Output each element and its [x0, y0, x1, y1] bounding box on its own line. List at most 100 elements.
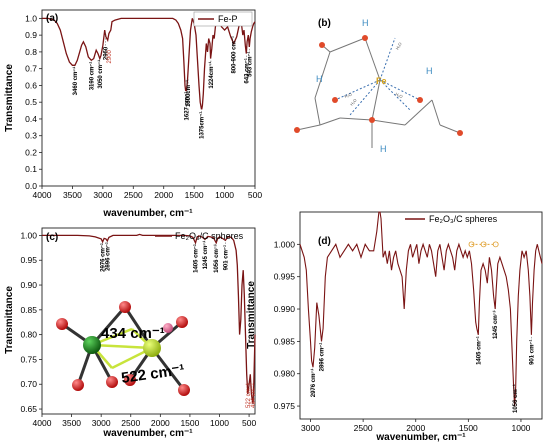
y-tick-label: 1.0 [25, 13, 37, 23]
y-tick-label: 0.980 [274, 369, 296, 379]
chart-d-series-fe2o3-c [299, 211, 543, 407]
x-tick-label: 2500 [121, 418, 140, 428]
oxygen-atom [294, 127, 300, 133]
water-ligand-label: H₂O [344, 92, 353, 99]
crystal-structure-inset: 434 cm⁻¹ 522 cm⁻¹ [56, 301, 190, 396]
oxygen-atom [332, 97, 338, 103]
y-tick-label: 0.975 [274, 401, 296, 411]
chart-c-frame [41, 227, 256, 415]
y-tick-label: 1.00 [20, 230, 37, 240]
y-tick-label: 0.995 [274, 272, 296, 282]
peak-label: 1224cm⁻¹ [208, 61, 215, 88]
chart-c-ylabel: Transmittance [4, 286, 15, 354]
chart-d-ylabel: Transmittance [246, 281, 257, 349]
chart-c-axes: 4000 3500 3000 2500 2000 1500 1000 500 0.65 0.70 0… [20, 230, 256, 428]
chart-d: 3000 2500 2000 1500 1000 0.975 0.980 0.985 0.990… [246, 211, 543, 443]
chart-a-legend: Fe-P [193, 11, 253, 27]
peak-label: 1056 cm⁻¹ [213, 244, 220, 273]
oxygen-atom [369, 117, 375, 123]
peak-label: 901 cm⁻¹ [528, 339, 535, 365]
y-tick-label: 0.75 [20, 354, 37, 364]
x-tick-label: 500 [242, 418, 256, 428]
y-tick-label: 0.0 [25, 181, 37, 191]
peak-label: 2900 [107, 49, 113, 63]
peak-label: 2896 cm⁻¹ [104, 242, 111, 271]
oxygen-atom [319, 42, 325, 48]
window-marker [468, 241, 475, 248]
x-tick-label: 3000 [93, 190, 112, 200]
hydrogen-label: H [316, 74, 323, 84]
oxygen-atom [119, 301, 131, 313]
x-tick-label: 3000 [301, 423, 320, 433]
iron-atom [143, 339, 161, 357]
molecule-diagram: (b) Fe H H [294, 18, 463, 154]
peak-label: 1405 cm⁻¹ [475, 336, 482, 365]
chart-d-legend-label: Fe₂O₃/C spheres [429, 214, 498, 224]
y-tick-label: 0.70 [20, 379, 37, 389]
oxygen-atom [176, 316, 188, 328]
y-tick-label: 0.2 [25, 147, 37, 157]
oxygen-atom [417, 97, 423, 103]
peak-label: 2896 cm⁻¹ [318, 343, 325, 372]
x-tick-label: 1000 [210, 418, 229, 428]
chart-c-xlabel: wavenumber, cm⁻¹ [102, 428, 193, 439]
x-tick-label: 2000 [406, 423, 425, 433]
y-tick-label: 0.3 [25, 131, 37, 141]
y-tick-label: 0.1 [25, 164, 37, 174]
inset-label-522: 522 cm⁻¹ [120, 361, 186, 387]
peak-label: 3190 cm⁻¹ [88, 61, 95, 90]
chart-d-frame [299, 211, 543, 420]
y-tick-label: 1.000 [274, 239, 296, 249]
peak-label: 1056 cm⁻¹ [512, 384, 519, 413]
chart-a-frame [41, 9, 256, 187]
oxygen-atom [178, 384, 190, 396]
x-tick-label: 2000 [154, 190, 173, 200]
peak-label: 2976 cm⁻¹ [100, 243, 107, 272]
window-marker [480, 241, 487, 248]
y-tick-label: 0.8 [25, 47, 37, 57]
peak-label: 1600cm⁻¹ [185, 80, 192, 107]
peak-label: 643 cm⁻¹ [243, 58, 250, 84]
y-tick-label: 0.7 [25, 64, 37, 74]
y-tick-label: 0.990 [274, 304, 296, 314]
diagram-center-atom: Fe [376, 76, 387, 86]
peak-label: 434 cm⁻¹ [251, 383, 257, 408]
y-tick-label: 0.90 [20, 280, 37, 290]
diagram-panel-label: (b) [318, 18, 331, 29]
x-tick-label: 1500 [459, 423, 478, 433]
oxygen-atom [124, 374, 136, 386]
y-tick-label: 0.6 [25, 80, 37, 90]
oxygen-atom [72, 379, 84, 391]
peak-label: 1245 cm⁻¹ [492, 310, 499, 339]
iron-atom [83, 336, 101, 354]
oxygen-atom [106, 376, 118, 388]
peak-label: 1245 cm⁻¹ [202, 241, 209, 270]
x-tick-label: 2000 [151, 418, 170, 428]
chart-d-xlabel: wavenumber, cm⁻¹ [375, 432, 466, 443]
chart-a-series-fe-p [42, 16, 256, 110]
chart-a-axes: 4000 3500 3000 2500 2000 1500 1000 500 0.0 0.1 0.2… [25, 13, 262, 200]
x-tick-label: 4000 [33, 190, 52, 200]
chart-c-series-fe2o3-c [42, 233, 256, 405]
x-tick-label: 2500 [354, 423, 373, 433]
chart-c-legend: Fe₂O₃/C spheres [155, 231, 244, 241]
peak-label: 2960 [103, 46, 109, 60]
y-tick-label: 0.65 [20, 404, 37, 414]
hydrogen-label: H [426, 66, 433, 76]
chart-d-axes: 3000 2500 2000 1500 1000 0.975 0.980 0.985 0.990… [274, 239, 531, 433]
y-tick-label: 0.95 [20, 255, 37, 265]
chart-a-ylabel: Transmittance [4, 64, 15, 132]
chart-d-legend: Fe₂O₃/C spheres [405, 214, 498, 224]
x-tick-label: 2500 [124, 190, 143, 200]
x-tick-label: 500 [248, 190, 262, 200]
hydrogen-label: H [362, 18, 369, 28]
y-tick-label: 0.985 [274, 336, 296, 346]
x-tick-label: 1500 [185, 190, 204, 200]
chart-c: 4000 3500 3000 2500 2000 1500 1000 500 0.65 0.70 0… [4, 227, 257, 439]
y-tick-label: 0.85 [20, 305, 37, 315]
peak-label: 901 cm⁻¹ [222, 245, 229, 271]
